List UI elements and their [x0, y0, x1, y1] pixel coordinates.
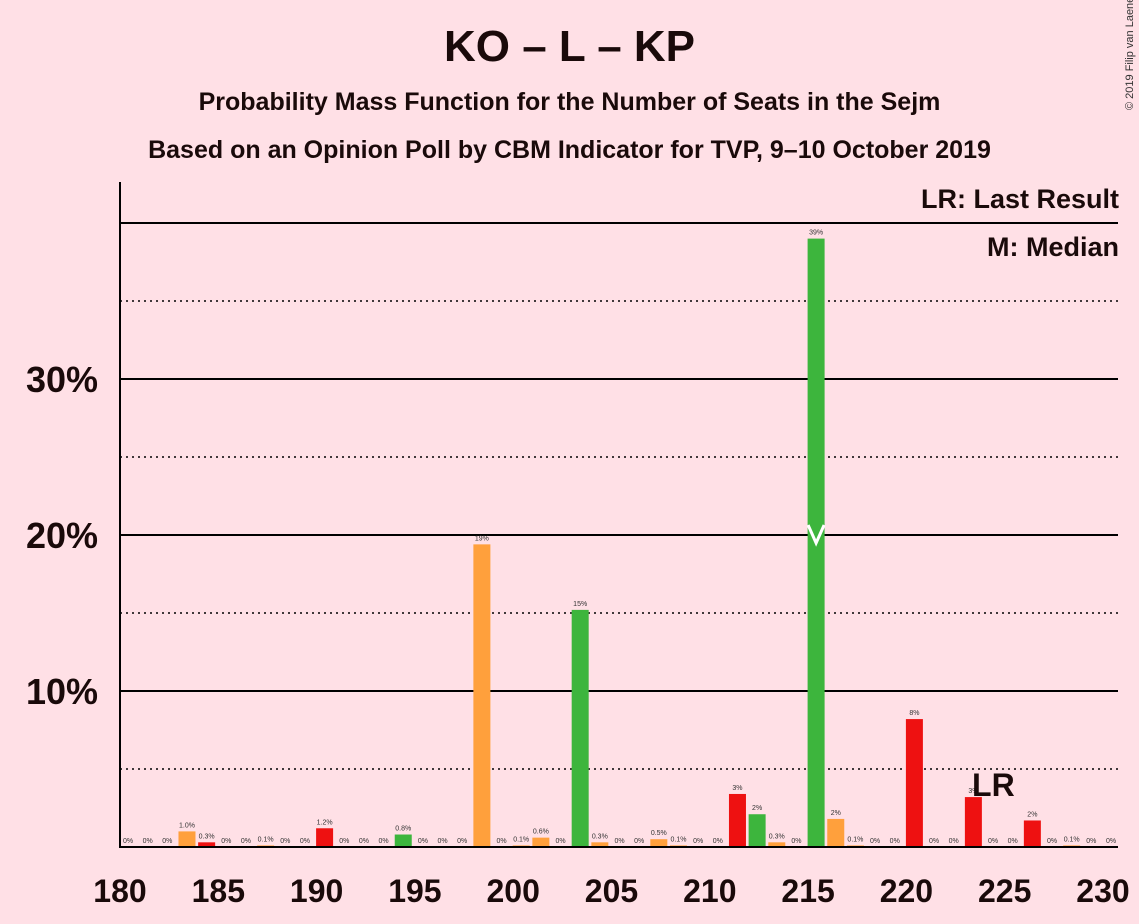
bar-label-229: 0% — [1086, 838, 1096, 845]
bar-203 — [571, 609, 589, 847]
bar-label-213: 0.3% — [769, 833, 785, 840]
bar-220 — [905, 719, 923, 847]
bar-label-194: 0.8% — [395, 826, 411, 833]
bar-label-226: 2% — [1027, 811, 1037, 818]
bar-label-184: 0.3% — [199, 833, 215, 840]
bar-190 — [316, 828, 334, 847]
bar-label-197: 0% — [457, 838, 467, 845]
x-tick-label: 210 — [683, 873, 736, 909]
last-result-marker: LR — [972, 767, 1015, 803]
bar-label-196: 0% — [437, 838, 447, 845]
bar-label-191: 0% — [339, 838, 349, 845]
bar-204 — [591, 842, 609, 847]
bar-212 — [748, 814, 766, 847]
x-tick-label: 200 — [487, 873, 540, 909]
bar-label-181: 0% — [143, 838, 153, 845]
bar-label-209: 0% — [693, 838, 703, 845]
x-tick-label: 220 — [880, 873, 933, 909]
bar-label-195: 0% — [418, 838, 428, 845]
bar-216 — [827, 818, 845, 847]
bar-label-198: 19% — [475, 535, 489, 542]
bar-label-188: 0% — [280, 838, 290, 845]
x-tick-label: 205 — [585, 873, 638, 909]
bar-label-183: 1.0% — [179, 822, 195, 829]
chart-title: KO – L – KP — [443, 22, 696, 71]
x-tick-label: 195 — [388, 873, 441, 909]
bar-label-221: 0% — [929, 838, 939, 845]
markers: LR — [806, 524, 1015, 803]
x-tick-label: 230 — [1076, 873, 1129, 909]
bar-label-215: 39% — [809, 230, 823, 237]
x-tick-label: 225 — [978, 873, 1031, 909]
bar-label-186: 0% — [241, 838, 251, 845]
bar-label-212: 2% — [752, 805, 762, 812]
bar-label-189: 0% — [300, 838, 310, 845]
y-tick-label: 10% — [26, 671, 98, 712]
chart-subtitle: Probability Mass Function for the Number… — [198, 88, 941, 116]
bar-label-182: 0% — [162, 838, 172, 845]
bar-labels: 0% 0% 0% 1.0% 0.3% 0% 0% 0.1% 0% 0% 1.2% 0% 0% 0% 0.8%… — [123, 230, 1116, 845]
bar-label-201: 0.6% — [533, 829, 549, 836]
bar-label-210: 0% — [713, 838, 723, 845]
bar-label-228: 0.1% — [1064, 836, 1080, 843]
bar-label-225: 0% — [1008, 838, 1018, 845]
bar-207 — [650, 839, 668, 847]
bar-184 — [198, 842, 216, 847]
bar-223 — [964, 797, 982, 847]
legend-median: M: Median — [987, 232, 1119, 262]
bar-194 — [394, 834, 412, 847]
grid-lines — [120, 222, 1118, 770]
chart-subtitle-source: Based on an Opinion Poll by CBM Indicato… — [148, 136, 991, 164]
bar-198 — [473, 544, 491, 847]
bars — [178, 238, 1081, 848]
bar-label-211: 3% — [732, 785, 742, 792]
bar-201 — [532, 837, 550, 847]
bar-label-193: 0% — [379, 838, 389, 845]
bar-183 — [178, 831, 196, 847]
y-tick-label: 30% — [26, 359, 98, 400]
legend-last-result: LR: Last Result — [920, 184, 1119, 214]
bar-label-190: 1.2% — [317, 819, 333, 826]
bar-label-208: 0.1% — [670, 836, 686, 843]
x-tick-label: 215 — [781, 873, 834, 909]
bar-label-227: 0% — [1047, 838, 1057, 845]
bar-label-217: 0.1% — [847, 836, 863, 843]
bar-label-207: 0.5% — [651, 830, 667, 837]
bar-label-192: 0% — [359, 838, 369, 845]
bar-label-219: 0% — [890, 838, 900, 845]
bar-211 — [728, 793, 746, 847]
bar-label-222: 0% — [949, 838, 959, 845]
x-tick-label: 190 — [290, 873, 343, 909]
bar-label-220: 8% — [909, 710, 919, 717]
x-tick-label: 180 — [93, 873, 146, 909]
bar-label-199: 0% — [496, 838, 506, 845]
bar-213 — [768, 842, 786, 847]
bar-label-187: 0.1% — [258, 836, 274, 843]
bar-label-223: 3% — [968, 788, 978, 795]
bar-label-224: 0% — [988, 838, 998, 845]
bar-label-216: 2% — [831, 810, 841, 817]
bar-label-202: 0% — [555, 838, 565, 845]
median-marker — [806, 524, 826, 547]
bar-label-185: 0% — [221, 838, 231, 845]
axes: 10% 20% 30% 180 185 190 195 200 205 210 215 220 225 2… — [26, 182, 1130, 909]
bar-label-218: 0% — [870, 838, 880, 845]
bar-label-204: 0.3% — [592, 833, 608, 840]
bar-label-200: 0.1% — [513, 836, 529, 843]
bar-226 — [1023, 820, 1041, 847]
x-tick-label: 185 — [192, 873, 245, 909]
bar-label-206: 0% — [634, 838, 644, 845]
bar-label-214: 0% — [791, 838, 801, 845]
bar-label-230: 0% — [1106, 838, 1116, 845]
y-tick-label: 20% — [26, 515, 98, 556]
bar-label-180: 0% — [123, 838, 133, 845]
bar-label-203: 15% — [573, 601, 587, 608]
bar-label-205: 0% — [614, 838, 624, 845]
